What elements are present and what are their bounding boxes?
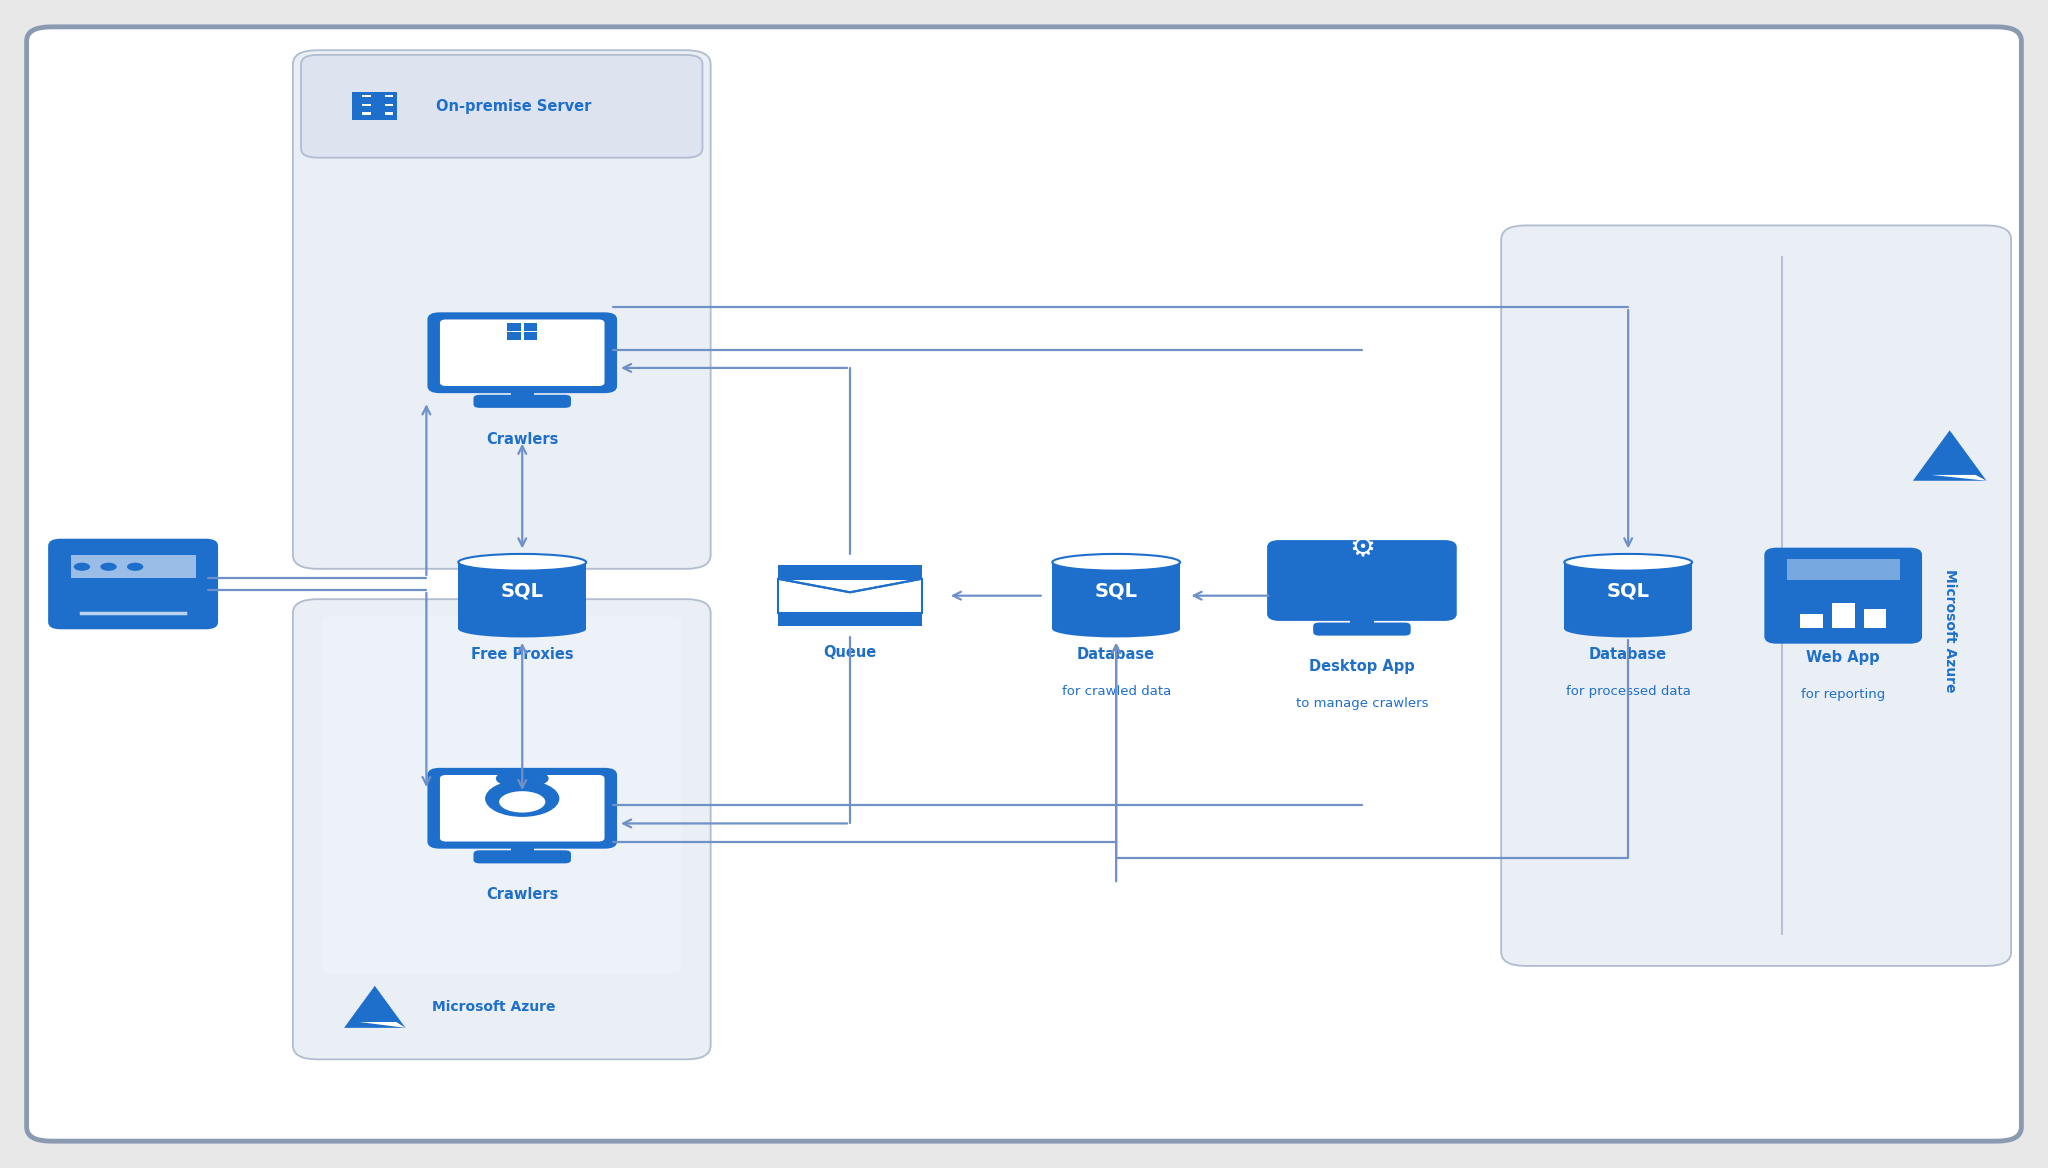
Polygon shape bbox=[360, 1022, 406, 1028]
Text: to manage crawlers: to manage crawlers bbox=[1296, 697, 1427, 710]
Ellipse shape bbox=[1053, 620, 1180, 638]
Polygon shape bbox=[510, 387, 535, 398]
Ellipse shape bbox=[496, 770, 549, 788]
FancyBboxPatch shape bbox=[1864, 610, 1886, 628]
Ellipse shape bbox=[1053, 554, 1180, 571]
FancyBboxPatch shape bbox=[1831, 603, 1855, 628]
Text: Database: Database bbox=[1077, 647, 1155, 662]
FancyBboxPatch shape bbox=[473, 850, 571, 863]
Text: SQL: SQL bbox=[1608, 582, 1649, 600]
FancyBboxPatch shape bbox=[322, 616, 682, 974]
Text: Desktop App: Desktop App bbox=[1309, 660, 1415, 674]
Ellipse shape bbox=[485, 780, 559, 816]
Ellipse shape bbox=[459, 620, 586, 638]
FancyBboxPatch shape bbox=[362, 104, 371, 106]
Polygon shape bbox=[1913, 430, 1987, 481]
Ellipse shape bbox=[74, 563, 90, 571]
FancyBboxPatch shape bbox=[778, 578, 922, 613]
Text: Microsoft Azure: Microsoft Azure bbox=[432, 1000, 555, 1014]
FancyBboxPatch shape bbox=[440, 776, 604, 841]
Text: SQL: SQL bbox=[1096, 582, 1137, 600]
FancyBboxPatch shape bbox=[1765, 548, 1921, 644]
Ellipse shape bbox=[100, 563, 117, 571]
Text: Queue: Queue bbox=[823, 646, 877, 660]
FancyBboxPatch shape bbox=[428, 312, 616, 394]
Ellipse shape bbox=[1565, 620, 1692, 638]
Polygon shape bbox=[1350, 614, 1374, 626]
FancyBboxPatch shape bbox=[440, 320, 604, 385]
Ellipse shape bbox=[500, 791, 545, 813]
Polygon shape bbox=[344, 986, 406, 1028]
FancyBboxPatch shape bbox=[1501, 225, 2011, 966]
FancyBboxPatch shape bbox=[524, 333, 537, 340]
Ellipse shape bbox=[127, 563, 143, 571]
FancyBboxPatch shape bbox=[385, 95, 393, 97]
FancyBboxPatch shape bbox=[524, 324, 537, 331]
FancyBboxPatch shape bbox=[293, 50, 711, 569]
FancyBboxPatch shape bbox=[72, 555, 195, 578]
FancyBboxPatch shape bbox=[1565, 562, 1692, 630]
FancyBboxPatch shape bbox=[459, 562, 586, 630]
Polygon shape bbox=[1931, 475, 1987, 481]
FancyBboxPatch shape bbox=[362, 112, 371, 114]
FancyBboxPatch shape bbox=[778, 565, 922, 578]
Text: Crawlers: Crawlers bbox=[485, 888, 559, 902]
FancyBboxPatch shape bbox=[1053, 562, 1180, 630]
Text: ⚙: ⚙ bbox=[1350, 533, 1374, 561]
Text: On-premise Server: On-premise Server bbox=[436, 99, 592, 113]
Text: Web App: Web App bbox=[1806, 651, 1880, 666]
FancyBboxPatch shape bbox=[1313, 623, 1411, 635]
Text: for crawled data: for crawled data bbox=[1061, 684, 1171, 697]
FancyBboxPatch shape bbox=[428, 767, 616, 849]
FancyBboxPatch shape bbox=[1786, 559, 1901, 580]
Text: Crawlers: Crawlers bbox=[485, 432, 559, 446]
Text: Database: Database bbox=[1589, 647, 1667, 662]
FancyBboxPatch shape bbox=[362, 95, 371, 97]
Text: Free Proxies: Free Proxies bbox=[471, 647, 573, 662]
FancyBboxPatch shape bbox=[301, 55, 702, 158]
FancyBboxPatch shape bbox=[49, 538, 217, 630]
Text: SQL: SQL bbox=[502, 582, 543, 600]
FancyBboxPatch shape bbox=[385, 104, 393, 106]
Ellipse shape bbox=[459, 554, 586, 571]
FancyBboxPatch shape bbox=[27, 27, 2021, 1141]
FancyBboxPatch shape bbox=[1800, 613, 1823, 628]
FancyBboxPatch shape bbox=[385, 112, 393, 114]
FancyBboxPatch shape bbox=[143, 589, 190, 611]
Text: for processed data: for processed data bbox=[1567, 684, 1690, 697]
FancyBboxPatch shape bbox=[293, 599, 711, 1059]
FancyBboxPatch shape bbox=[352, 92, 397, 120]
Ellipse shape bbox=[1565, 554, 1692, 571]
FancyBboxPatch shape bbox=[473, 395, 571, 408]
FancyBboxPatch shape bbox=[508, 333, 520, 340]
Polygon shape bbox=[510, 842, 535, 854]
FancyBboxPatch shape bbox=[778, 613, 922, 626]
FancyBboxPatch shape bbox=[508, 324, 520, 331]
Text: Microsoft Azure: Microsoft Azure bbox=[1944, 569, 1956, 693]
Text: for reporting: for reporting bbox=[1800, 688, 1886, 701]
FancyBboxPatch shape bbox=[1268, 540, 1456, 621]
